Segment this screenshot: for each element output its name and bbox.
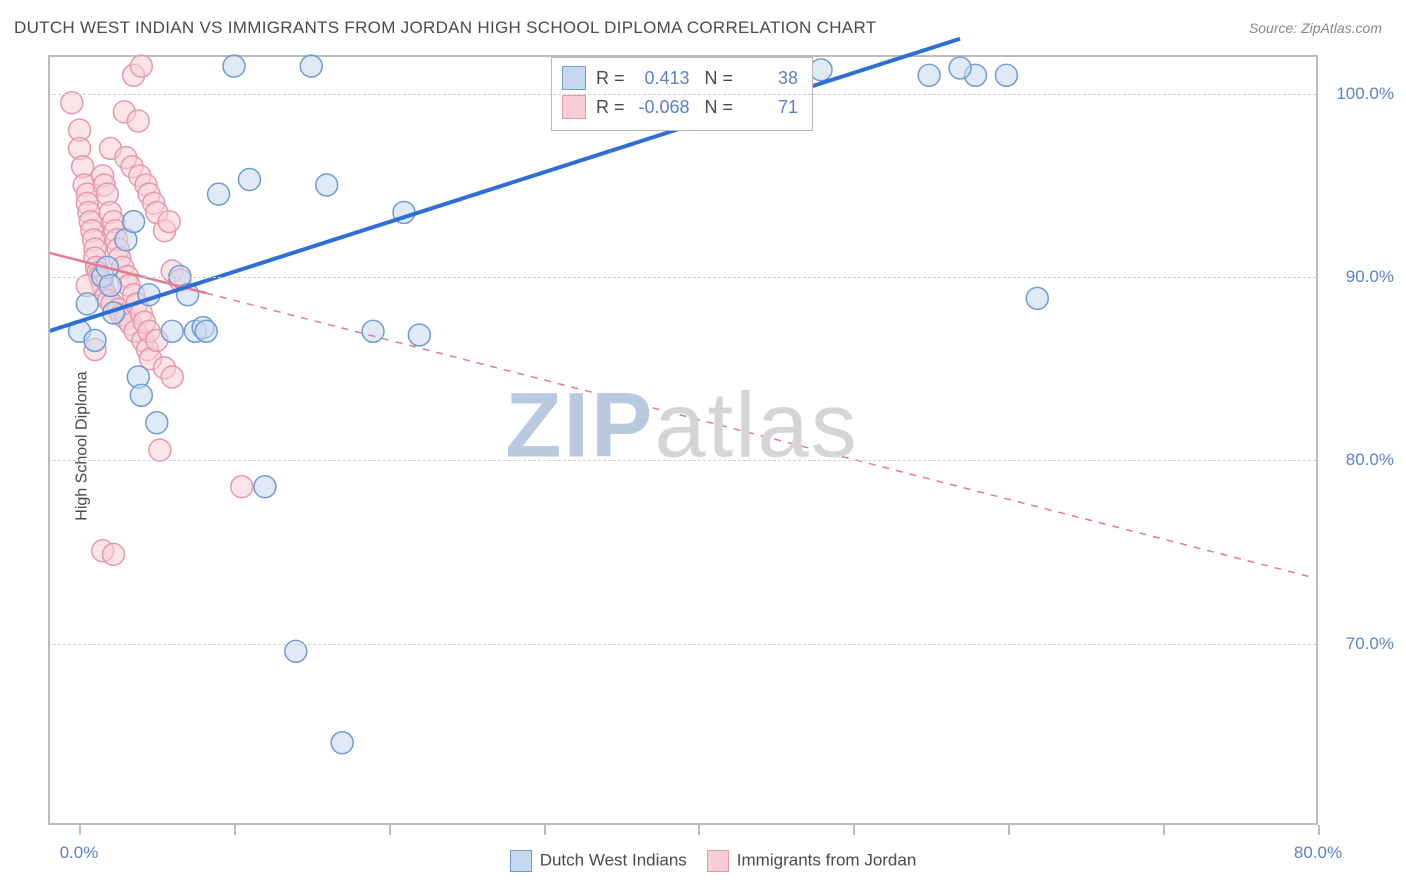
source-attribution: Source: ZipAtlas.com (1249, 20, 1382, 36)
blue-point (918, 64, 940, 86)
blue-legend-swatch-icon (510, 850, 532, 872)
x-tick (698, 825, 700, 835)
blue-point (123, 211, 145, 233)
pink-point (161, 366, 183, 388)
x-tick (1008, 825, 1010, 835)
blue-point (84, 329, 106, 351)
blue-point (146, 412, 168, 434)
x-tick (389, 825, 391, 835)
blue-regression-line (49, 39, 960, 332)
blue-point (1026, 287, 1048, 309)
pink-point (103, 543, 125, 565)
series-legend: Dutch West Indians Immigrants from Jordan (0, 850, 1406, 872)
pink-point (149, 439, 171, 461)
n-value: 71 (738, 93, 798, 122)
x-tick (544, 825, 546, 835)
pink-point (231, 476, 253, 498)
pink-regression-dashed (206, 293, 1315, 578)
blue-point (810, 59, 832, 81)
chart-title: DUTCH WEST INDIAN VS IMMIGRANTS FROM JOR… (14, 18, 876, 38)
plot-area: ZIPatlas R = 0.413 N = 38R = -0.068 N = … (48, 55, 1318, 825)
x-tick (1163, 825, 1165, 835)
r-label: R = (596, 97, 625, 117)
legend-label: Immigrants from Jordan (737, 850, 917, 869)
gridline-h (48, 644, 1316, 645)
blue-point (223, 55, 245, 77)
blue-point (300, 55, 322, 77)
gridline-h (48, 94, 1316, 95)
pink-point (130, 55, 152, 77)
blue-point (195, 320, 217, 342)
x-tick (79, 825, 81, 835)
blue-swatch-icon (562, 66, 586, 90)
pink-point (61, 92, 83, 114)
y-tick-label: 70.0% (1324, 634, 1394, 654)
blue-point (208, 183, 230, 205)
blue-point (238, 169, 260, 191)
blue-point (331, 732, 353, 754)
correlation-legend-row: R = 0.413 N = 38 (562, 64, 798, 93)
blue-point (161, 320, 183, 342)
bottom-axis-line (48, 823, 1318, 825)
y-tick-label: 90.0% (1324, 267, 1394, 287)
pink-legend-swatch-icon (707, 850, 729, 872)
blue-point (362, 320, 384, 342)
y-tick-label: 100.0% (1324, 84, 1394, 104)
r-value: -0.068 (629, 93, 689, 122)
blue-point (254, 476, 276, 498)
blue-point (316, 174, 338, 196)
n-label: N = (705, 97, 734, 117)
r-label: R = (596, 68, 625, 88)
blue-point (408, 324, 430, 346)
gridline-h (48, 277, 1316, 278)
pink-point (127, 110, 149, 132)
blue-point (949, 57, 971, 79)
left-axis-line (48, 55, 50, 825)
x-tick (853, 825, 855, 835)
n-label: N = (705, 68, 734, 88)
blue-point (995, 64, 1017, 86)
blue-point (76, 293, 98, 315)
scatter-svg (48, 57, 1316, 825)
x-tick (234, 825, 236, 835)
y-tick-label: 80.0% (1324, 450, 1394, 470)
blue-point (130, 384, 152, 406)
legend-label: Dutch West Indians (540, 850, 687, 869)
pink-swatch-icon (562, 95, 586, 119)
n-value: 38 (738, 64, 798, 93)
gridline-h (48, 460, 1316, 461)
pink-point (158, 211, 180, 233)
r-value: 0.413 (629, 64, 689, 93)
x-tick (1318, 825, 1320, 835)
correlation-legend-row: R = -0.068 N = 71 (562, 93, 798, 122)
